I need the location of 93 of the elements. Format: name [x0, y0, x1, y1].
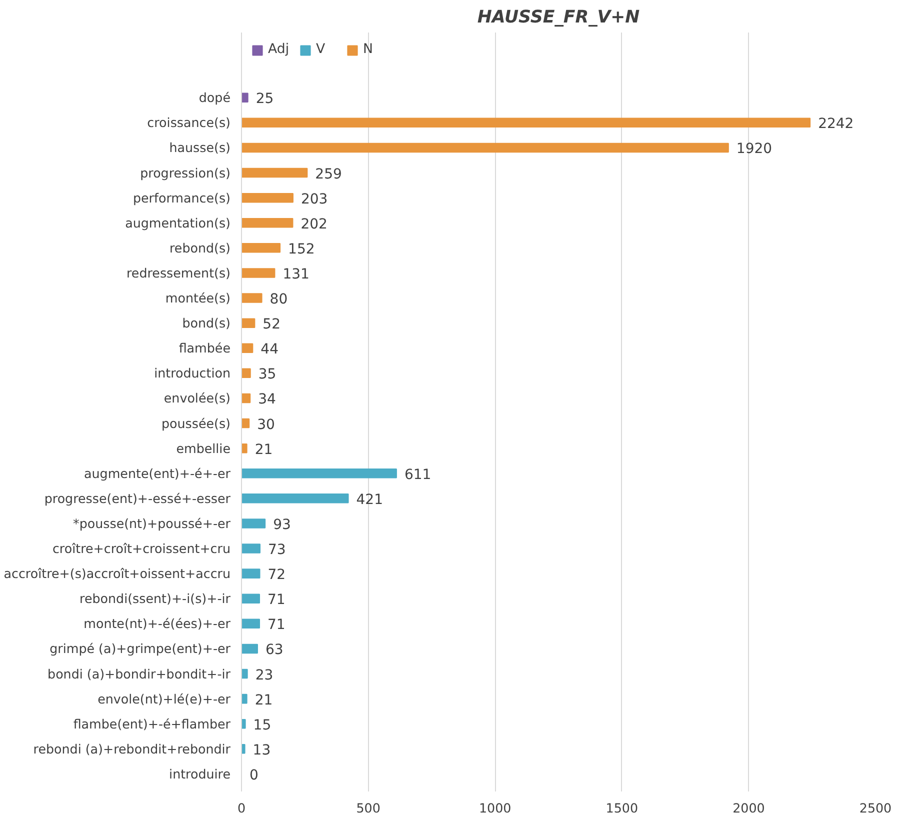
y-tick-label: introduction — [154, 366, 231, 381]
bar — [242, 192, 294, 203]
bar — [242, 218, 294, 228]
data-label: 131 — [282, 266, 310, 282]
legend-label: Adj — [268, 42, 290, 57]
x-tick-label: 0 — [237, 800, 246, 816]
x-tick-label: 500 — [356, 800, 380, 816]
data-label: 72 — [268, 567, 286, 584]
x-tick-label: 2500 — [859, 800, 892, 816]
x-tick-label: 1500 — [606, 800, 638, 816]
y-tick-label: envole(nt)+lé(e)+-er — [98, 691, 232, 706]
data-label: 44 — [260, 342, 279, 358]
y-tick-label: redressement(s) — [126, 265, 230, 280]
y-tick-label: introduire — [169, 766, 231, 782]
y-tick-label: embellie — [176, 440, 231, 456]
data-label: 93 — [273, 516, 291, 533]
data-label: 30 — [257, 416, 275, 433]
chart-title: HAUSSE_FR_V+N — [477, 8, 640, 28]
data-label: 71 — [268, 617, 286, 634]
y-tick-label: progression(s) — [140, 165, 231, 180]
data-label: 421 — [356, 492, 383, 508]
data-label: 203 — [300, 191, 328, 208]
legend-label: V — [316, 42, 326, 57]
data-label: 0 — [250, 767, 258, 784]
bar — [242, 518, 266, 528]
bar — [242, 343, 254, 354]
bar — [242, 544, 261, 554]
y-tick-label: dopé — [198, 90, 231, 106]
data-label: 15 — [253, 717, 272, 734]
bar — [242, 443, 248, 454]
y-tick-label: *pousse(nt)+poussé+-er — [73, 516, 232, 531]
y-tick-label: hausse(s) — [169, 140, 231, 156]
bar — [242, 293, 262, 303]
bar — [242, 243, 281, 253]
data-label: 202 — [300, 216, 328, 232]
y-tick-label: envolée(s) — [164, 390, 231, 406]
data-label: 35 — [258, 366, 276, 383]
y-tick-label: croissance(s) — [147, 115, 231, 130]
bar — [242, 393, 251, 404]
data-label: 25 — [256, 91, 274, 108]
y-tick-label: poussée(s) — [161, 416, 231, 431]
data-label: 21 — [254, 442, 273, 458]
bar — [242, 318, 256, 328]
y-tick-label: augmentation(s) — [125, 215, 231, 230]
y-tick-label: progresse(ent)+-essé+-esser — [44, 490, 232, 506]
data-label: 80 — [270, 292, 288, 308]
bar — [242, 142, 729, 153]
bar — [242, 744, 246, 754]
data-label: 52 — [262, 316, 281, 333]
data-label: 63 — [265, 642, 284, 658]
bar — [242, 168, 308, 178]
y-tick-label: augmente(ent)+-é+-er — [84, 466, 232, 481]
y-tick-label: accroître+(s)accroît+oissent+accru — [4, 566, 230, 582]
y-tick-label: rebondi (a)+rebondit+rebondir — [33, 741, 232, 756]
bar — [242, 718, 246, 729]
x-tick-label: 1000 — [478, 800, 512, 816]
bar — [242, 644, 258, 654]
data-label: 152 — [288, 241, 315, 258]
legend-label: N — [363, 42, 374, 57]
bar — [242, 594, 260, 604]
y-tick-label: flambe(ent)+-é+flamber — [73, 716, 232, 732]
y-tick-label: performance(s) — [132, 190, 231, 206]
bar — [242, 568, 260, 578]
data-label: 73 — [268, 542, 286, 558]
data-label: 2242 — [818, 116, 854, 132]
y-tick-label: flambée — [178, 340, 231, 356]
bar — [242, 694, 248, 704]
data-label: 13 — [252, 742, 271, 758]
y-tick-label: monte(nt)+-é(ées)+-er — [84, 616, 232, 632]
data-label: 34 — [258, 392, 276, 408]
bar — [242, 368, 251, 378]
bar — [242, 268, 276, 278]
y-tick-label: montée(s) — [165, 290, 231, 306]
bar — [242, 618, 260, 629]
data-label: 259 — [315, 166, 342, 182]
y-tick-label: bondi (a)+bondir+bondit+-ir — [48, 666, 232, 682]
y-tick-label: rebond(s) — [169, 240, 230, 256]
data-label: 71 — [268, 592, 286, 608]
bar — [242, 668, 248, 679]
bar — [242, 494, 349, 504]
y-tick-label: rebondi(ssent)+-i(s)+-ir — [80, 591, 232, 606]
y-tick-label: bond(s) — [182, 316, 231, 331]
y-tick-label: croître+croît+croissent+cru — [52, 541, 231, 556]
data-label: 23 — [255, 667, 274, 684]
data-label: 1920 — [736, 141, 772, 158]
y-tick-label: grimpé (a)+grimpe(ent)+-er — [50, 641, 232, 656]
bar — [242, 418, 250, 428]
bar — [242, 468, 397, 478]
data-label: 21 — [254, 692, 273, 708]
bar — [242, 92, 248, 103]
data-label: 611 — [404, 466, 432, 483]
bar — [242, 118, 811, 128]
x-tick-label: 2000 — [732, 800, 765, 816]
